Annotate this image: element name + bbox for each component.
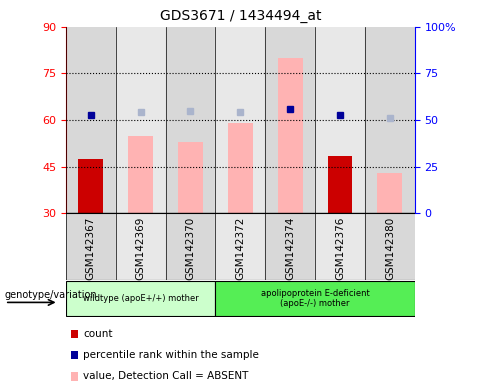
Bar bbox=[165, 213, 215, 280]
Bar bbox=[327, 156, 352, 213]
Bar bbox=[365, 27, 415, 213]
Bar bbox=[315, 213, 365, 280]
Text: wildtype (apoE+/+) mother: wildtype (apoE+/+) mother bbox=[83, 294, 199, 303]
FancyBboxPatch shape bbox=[66, 281, 215, 316]
Bar bbox=[315, 27, 365, 213]
Bar bbox=[377, 173, 402, 213]
Bar bbox=[116, 27, 165, 213]
FancyBboxPatch shape bbox=[215, 281, 415, 316]
Bar bbox=[215, 27, 265, 213]
Bar bbox=[79, 159, 103, 213]
Bar bbox=[228, 123, 253, 213]
Title: GDS3671 / 1434494_at: GDS3671 / 1434494_at bbox=[160, 9, 321, 23]
Bar bbox=[265, 213, 315, 280]
Bar bbox=[178, 142, 203, 213]
Bar bbox=[265, 27, 315, 213]
Text: apolipoprotein E-deficient
(apoE-/-) mother: apolipoprotein E-deficient (apoE-/-) mot… bbox=[261, 289, 369, 308]
Text: value, Detection Call = ABSENT: value, Detection Call = ABSENT bbox=[83, 371, 248, 381]
Text: GSM142380: GSM142380 bbox=[385, 217, 395, 280]
Text: GSM142370: GSM142370 bbox=[185, 217, 196, 280]
Text: genotype/variation: genotype/variation bbox=[5, 290, 98, 300]
Text: GSM142374: GSM142374 bbox=[285, 217, 295, 280]
Bar bbox=[215, 213, 265, 280]
Text: GSM142372: GSM142372 bbox=[235, 217, 245, 280]
Text: percentile rank within the sample: percentile rank within the sample bbox=[83, 350, 259, 360]
Text: GSM142367: GSM142367 bbox=[86, 217, 96, 280]
Bar bbox=[365, 213, 415, 280]
Text: GSM142369: GSM142369 bbox=[136, 217, 145, 280]
Bar bbox=[66, 213, 116, 280]
Bar bbox=[128, 136, 153, 213]
Text: GSM142376: GSM142376 bbox=[335, 217, 345, 280]
Bar bbox=[116, 213, 165, 280]
Bar bbox=[66, 27, 116, 213]
Bar bbox=[165, 27, 215, 213]
Bar bbox=[278, 58, 303, 213]
Text: count: count bbox=[83, 329, 113, 339]
